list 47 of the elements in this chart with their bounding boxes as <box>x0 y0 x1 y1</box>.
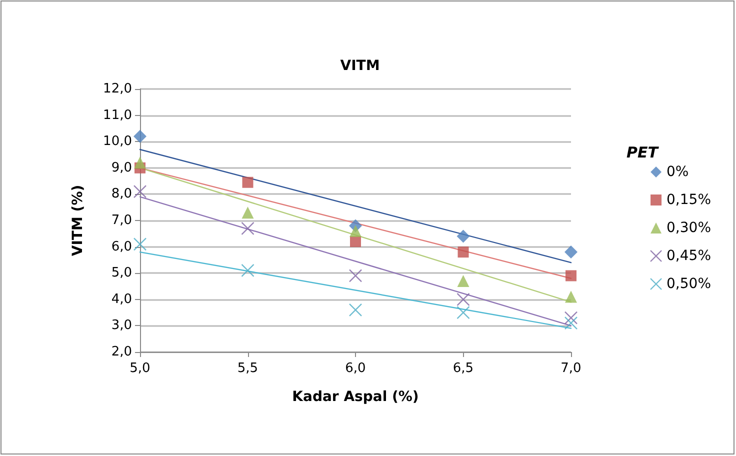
y-tick-label: 12,0 <box>103 82 132 96</box>
point <box>564 316 578 330</box>
legend-label: 0,45% <box>666 248 712 264</box>
point <box>348 269 362 282</box>
chart-title: VITM <box>340 58 380 74</box>
point <box>241 222 254 235</box>
legend-label: 0,15% <box>666 192 712 208</box>
point <box>456 230 470 243</box>
y-tick-label: 6,0 <box>111 239 132 254</box>
y-tick-label: 10,0 <box>103 134 132 150</box>
x-axis-title: Kadar Aspal (%) <box>292 389 419 405</box>
point <box>133 184 147 198</box>
x-tick-label: 6,5 <box>452 361 474 376</box>
point <box>348 303 362 317</box>
point <box>564 246 578 259</box>
y-tick-label: 4,0 <box>111 292 132 307</box>
point <box>350 236 361 248</box>
legend-label: 0,50% <box>666 276 712 292</box>
point <box>456 306 470 320</box>
y-tick-label: 8,0 <box>111 186 132 202</box>
legend-label: 0,30% <box>666 220 712 236</box>
y-tick-label: 7,0 <box>111 213 132 228</box>
legend-title: PET <box>626 144 660 162</box>
point <box>456 292 470 306</box>
point <box>566 270 576 282</box>
x-tick-label: 5,5 <box>237 361 258 376</box>
point <box>242 206 254 219</box>
point <box>350 225 362 238</box>
point <box>565 290 577 303</box>
legend-label: 0% <box>666 164 689 180</box>
y-tick-label: 3,0 <box>111 318 132 334</box>
point <box>134 156 146 169</box>
x-tick-label: 6,0 <box>345 361 366 376</box>
y-tick-label: 11,0 <box>103 108 132 123</box>
point <box>242 176 254 188</box>
x-tick-label: 7,0 <box>560 361 582 376</box>
y-tick-label: 2,0 <box>111 344 132 360</box>
y-tick-label: 9,0 <box>111 160 132 176</box>
point <box>458 246 469 258</box>
point <box>241 264 254 278</box>
point <box>134 130 146 143</box>
point <box>457 274 470 287</box>
point <box>564 311 578 324</box>
point <box>133 238 147 251</box>
x-tick-label: 5,0 <box>130 361 150 376</box>
y-tick-label: 5,0 <box>111 266 132 281</box>
y-axis-title: VITM (%) <box>70 184 86 256</box>
